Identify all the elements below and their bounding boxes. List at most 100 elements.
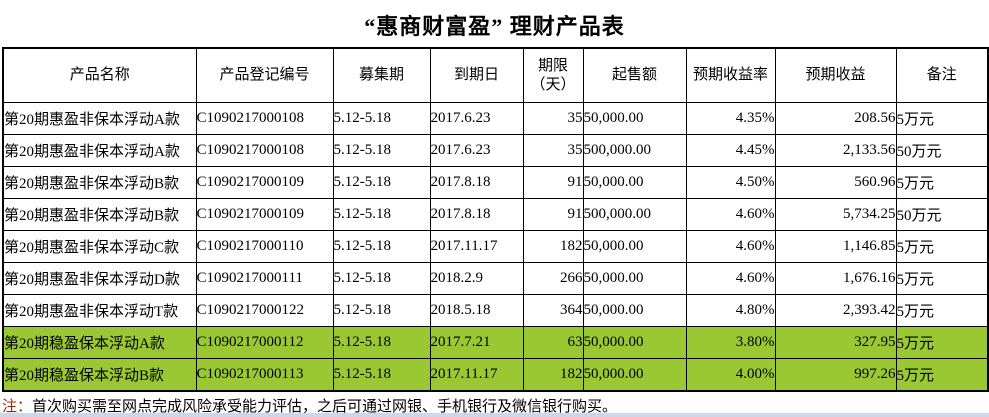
cell-reg-no: C1090217000108	[195, 134, 334, 167]
table-row: 第20期惠盈非保本浮动B款 C1090217000109 5.12-5.18 2…	[2, 198, 989, 231]
cell-maturity-date: 2017.6.23	[429, 102, 524, 135]
cell-min-amount: 50,000.00	[582, 166, 687, 199]
cell-term-days: 364	[522, 294, 584, 327]
cell-raise-period: 5.12-5.18	[332, 326, 431, 359]
col-header-maturity-date: 到期日	[429, 47, 524, 103]
col-header-raise-period: 募集期	[332, 47, 431, 103]
product-table: 产品名称 产品登记编号 募集期 到期日 期限 （天） 起售额 预期收益率 预期收益…	[2, 47, 989, 392]
cell-expected-rate: 3.80%	[685, 326, 776, 359]
cell-raise-period: 5.12-5.18	[332, 262, 431, 295]
col-header-expected-rate: 预期收益率	[685, 47, 776, 103]
cell-remark: 50万元	[895, 198, 989, 231]
cell-maturity-date: 2017.8.18	[429, 166, 524, 199]
table-row: 第20期惠盈非保本浮动T款 C1090217000122 5.12-5.18 2…	[2, 294, 989, 327]
col-header-term-days: 期限 （天）	[522, 47, 584, 103]
cell-product-name: 第20期惠盈非保本浮动C款	[2, 230, 197, 263]
cell-expected-rate: 4.80%	[685, 294, 776, 327]
cell-expected-return: 997.26	[774, 358, 897, 392]
cell-expected-return: 208.56	[774, 102, 897, 135]
col-header-product-name: 产品名称	[2, 47, 197, 103]
cell-min-amount: 50,000.00	[582, 230, 687, 263]
cell-expected-return: 5,734.25	[774, 198, 897, 231]
cell-product-name: 第20期稳盈保本浮动A款	[2, 326, 197, 359]
cell-term-days: 63	[522, 326, 584, 359]
cell-expected-rate: 4.50%	[685, 166, 776, 199]
cell-term-days: 182	[522, 358, 584, 392]
cell-product-name: 第20期惠盈非保本浮动A款	[2, 134, 197, 167]
cell-raise-period: 5.12-5.18	[332, 134, 431, 167]
cell-term-days: 91	[522, 198, 584, 231]
cell-expected-rate: 4.60%	[685, 198, 776, 231]
cell-expected-return: 1,676.16	[774, 262, 897, 295]
cell-reg-no: C1090217000110	[195, 230, 334, 263]
cell-maturity-date: 2017.11.17	[429, 358, 524, 392]
cell-product-name: 第20期惠盈非保本浮动B款	[2, 166, 197, 199]
cell-min-amount: 500,000.00	[582, 198, 687, 231]
cell-remark: 5万元	[895, 262, 989, 295]
cell-remark: 5万元	[895, 166, 989, 199]
cell-reg-no: C1090217000122	[195, 294, 334, 327]
cell-reg-no: C1090217000109	[195, 198, 334, 231]
window-edge-strip	[0, 413, 989, 417]
cell-min-amount: 50,000.00	[582, 262, 687, 295]
col-header-term-days-line1: 期限	[537, 57, 568, 74]
footnote-text: 首次购买需至网点完成风险承受能力评估，之后可通过网银、手机银行及微信银行购买。	[32, 399, 618, 415]
cell-expected-return: 1,146.85	[774, 230, 897, 263]
cell-reg-no: C1090217000108	[195, 102, 334, 135]
table-row: 第20期惠盈非保本浮动A款 C1090217000108 5.12-5.18 2…	[2, 134, 989, 167]
cell-maturity-date: 2017.11.17	[429, 230, 524, 263]
cell-maturity-date: 2018.2.9	[429, 262, 524, 295]
table-row-highlighted: 第20期稳盈保本浮动A款 C1090217000112 5.12-5.18 20…	[2, 326, 989, 359]
cell-expected-rate: 4.35%	[685, 102, 776, 135]
cell-min-amount: 50,000.00	[582, 358, 687, 392]
cell-raise-period: 5.12-5.18	[332, 166, 431, 199]
col-header-term-days-line2: （天）	[530, 76, 576, 93]
cell-reg-no: C1090217000113	[195, 358, 334, 392]
cell-term-days: 35	[522, 102, 584, 135]
table-row: 第20期惠盈非保本浮动B款 C1090217000109 5.12-5.18 2…	[2, 166, 989, 199]
cell-expected-rate: 4.60%	[685, 230, 776, 263]
header-row: 产品名称 产品登记编号 募集期 到期日 期限 （天） 起售额 预期收益率 预期收益…	[2, 47, 989, 103]
cell-min-amount: 50,000.00	[582, 294, 687, 327]
table-row: 第20期惠盈非保本浮动C款 C1090217000110 5.12-5.18 2…	[2, 230, 989, 263]
cell-raise-period: 5.12-5.18	[332, 294, 431, 327]
cell-expected-rate: 4.45%	[685, 134, 776, 167]
table-row: 第20期惠盈非保本浮动D款 C1090217000111 5.12-5.18 2…	[2, 262, 989, 295]
cell-product-name: 第20期惠盈非保本浮动T款	[2, 294, 197, 327]
page-title: “惠商财富盈” 理财产品表	[364, 14, 625, 39]
cell-expected-return: 327.95	[774, 326, 897, 359]
col-header-remark: 备注	[895, 47, 989, 103]
cell-term-days: 182	[522, 230, 584, 263]
cell-reg-no: C1090217000112	[195, 326, 334, 359]
cell-product-name: 第20期稳盈保本浮动B款	[2, 358, 197, 392]
col-header-min-amount: 起售额	[582, 47, 687, 103]
cell-raise-period: 5.12-5.18	[332, 198, 431, 231]
cell-product-name: 第20期惠盈非保本浮动A款	[2, 102, 197, 135]
cell-remark: 5万元	[895, 358, 989, 392]
cell-product-name: 第20期惠盈非保本浮动D款	[2, 262, 197, 295]
cell-term-days: 266	[522, 262, 584, 295]
cell-remark: 5万元	[895, 294, 989, 327]
col-header-reg-no: 产品登记编号	[195, 47, 334, 103]
cell-remark: 5万元	[895, 326, 989, 359]
cell-expected-return: 560.96	[774, 166, 897, 199]
cell-raise-period: 5.12-5.18	[332, 230, 431, 263]
cell-expected-return: 2,393.42	[774, 294, 897, 327]
cell-maturity-date: 2018.5.18	[429, 294, 524, 327]
cell-remark: 50万元	[895, 134, 989, 167]
cell-remark: 5万元	[895, 102, 989, 135]
cell-min-amount: 50,000.00	[582, 102, 687, 135]
cell-reg-no: C1090217000109	[195, 166, 334, 199]
cell-expected-return: 2,133.56	[774, 134, 897, 167]
table-row: 第20期惠盈非保本浮动A款 C1090217000108 5.12-5.18 2…	[2, 102, 989, 135]
cell-raise-period: 5.12-5.18	[332, 102, 431, 135]
cell-maturity-date: 2017.8.18	[429, 198, 524, 231]
cell-remark: 5万元	[895, 230, 989, 263]
cell-maturity-date: 2017.6.23	[429, 134, 524, 167]
cell-expected-rate: 4.00%	[685, 358, 776, 392]
footnote: 注：首次购买需至网点完成风险承受能力评估，之后可通过网银、手机银行及微信银行购买…	[2, 392, 989, 415]
cell-min-amount: 50,000.00	[582, 326, 687, 359]
cell-term-days: 91	[522, 166, 584, 199]
col-header-expected-return: 预期收益	[774, 47, 897, 103]
